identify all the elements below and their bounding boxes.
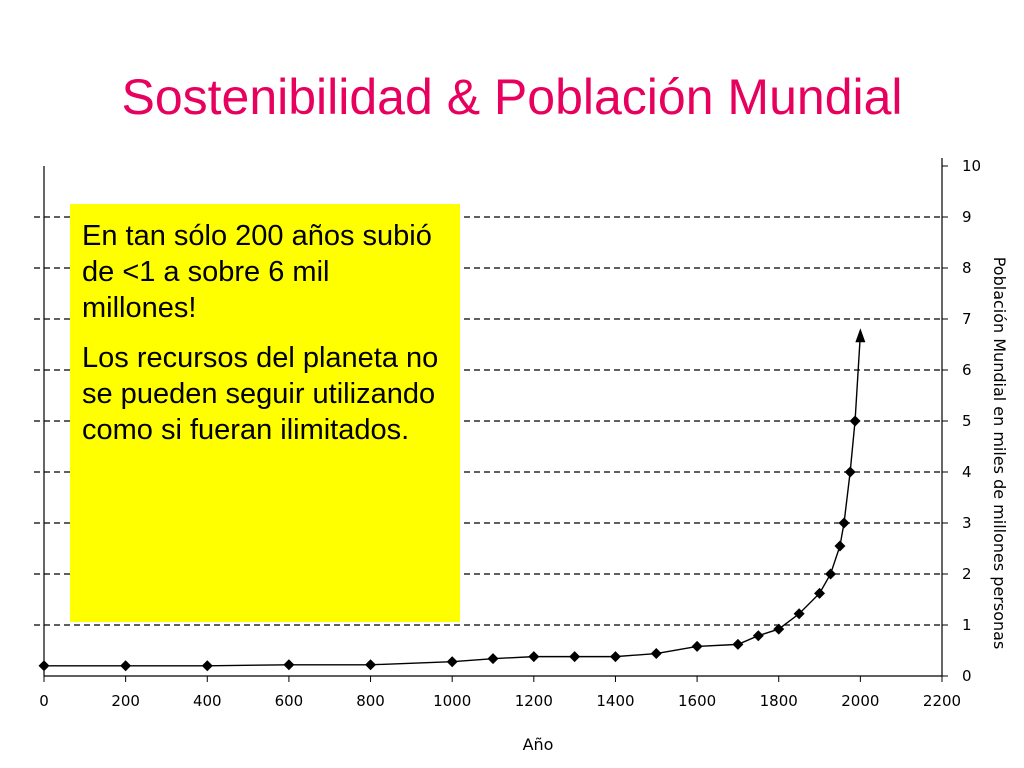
- data-point: [814, 587, 826, 599]
- x-tick-label-2000: 2000: [841, 692, 879, 710]
- x-tick-label-1000: 1000: [433, 692, 471, 710]
- data-point: [283, 659, 295, 671]
- slide-title: Sostenibilidad & Población Mundial: [121, 69, 903, 125]
- y-tick-label-5: 5: [962, 412, 972, 430]
- x-tick-label-2200: 2200: [923, 692, 961, 710]
- y-tick-label-0: 0: [962, 667, 972, 685]
- label-layer: 0 200 400 600 800 1000 1200 1400 1600 1800 2000 220…: [39, 157, 1009, 754]
- data-point: [650, 648, 662, 660]
- y-tick-label-1: 1: [962, 616, 972, 634]
- callout-paragraph-2: Los recursos del planeta no se pueden se…: [82, 342, 439, 446]
- axis-layer: [43, 158, 948, 682]
- y-tick-label-3: 3: [962, 514, 972, 532]
- x-tick-label-1800: 1800: [760, 692, 798, 710]
- data-point: [732, 638, 744, 650]
- x-tick-label-1400: 1400: [596, 692, 634, 710]
- y-tick-label-8: 8: [962, 259, 972, 277]
- data-point: [528, 651, 540, 663]
- x-tick-label-0: 0: [39, 692, 49, 710]
- x-tick-label-200: 200: [111, 692, 140, 710]
- x-tick-label-800: 800: [356, 692, 385, 710]
- data-point: [849, 415, 861, 427]
- data-point: [825, 568, 837, 580]
- data-point: [201, 660, 213, 672]
- callout-paragraph-1: En tan sólo 200 años subió de <1 a sobre…: [82, 220, 432, 324]
- arrowhead-icon: [855, 328, 866, 343]
- data-point: [569, 651, 581, 663]
- data-point: [773, 623, 785, 635]
- data-point: [752, 630, 764, 642]
- y-tick-label-6: 6: [962, 361, 972, 379]
- y-tick-label-10: 10: [962, 157, 981, 175]
- data-point: [793, 608, 805, 620]
- data-point: [691, 640, 703, 652]
- data-point: [834, 540, 846, 552]
- y-tick-label-7: 7: [962, 310, 972, 328]
- data-point: [609, 651, 621, 663]
- data-point: [487, 653, 499, 665]
- data-point: [838, 517, 850, 529]
- y-tick-label-9: 9: [962, 208, 972, 226]
- data-point: [38, 660, 50, 672]
- y-tick-label-2: 2: [962, 565, 972, 583]
- x-tick-label-1200: 1200: [515, 692, 553, 710]
- data-point: [120, 660, 132, 672]
- callout-box: En tan sólo 200 años subió de <1 a sobre…: [70, 204, 460, 622]
- y-tick-label-4: 4: [962, 463, 972, 481]
- y-axis-title: Población Mundial en miles de millones p…: [990, 257, 1009, 650]
- x-axis-title: Año: [523, 735, 554, 754]
- x-tick-label-600: 600: [275, 692, 304, 710]
- data-point: [365, 659, 377, 671]
- x-tick-label-1600: 1600: [678, 692, 716, 710]
- x-tick-label-400: 400: [193, 692, 222, 710]
- data-point: [844, 466, 856, 478]
- data-point: [446, 656, 458, 668]
- marker-layer: [38, 328, 866, 672]
